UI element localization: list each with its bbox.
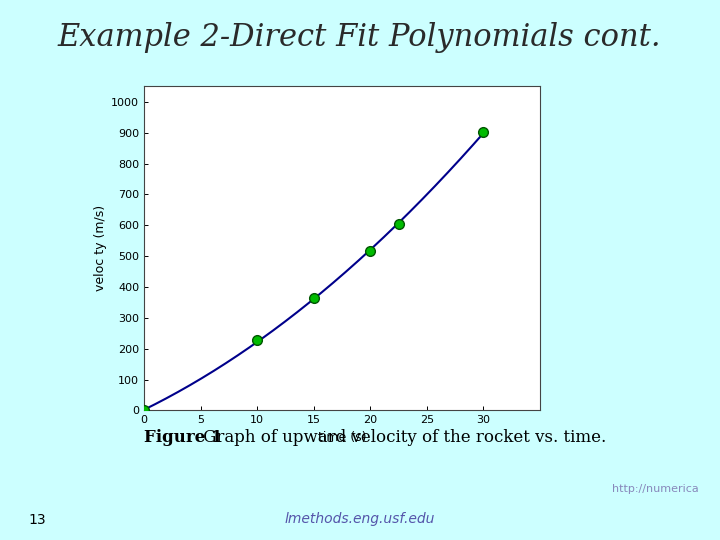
Text: Example 2-Direct Fit Polynomials cont.: Example 2-Direct Fit Polynomials cont. [58,22,661,52]
Text: Graph of upward velocity of the rocket vs. time.: Graph of upward velocity of the rocket v… [198,429,606,446]
Text: lmethods.eng.usf.edu: lmethods.eng.usf.edu [285,512,435,526]
Text: http://numerica: http://numerica [612,484,698,494]
Text: 13: 13 [29,512,46,526]
X-axis label: time (s): time (s) [318,431,366,444]
Text: Figure 1: Figure 1 [144,429,222,446]
Y-axis label: veloc ty (m/s): veloc ty (m/s) [94,205,107,292]
